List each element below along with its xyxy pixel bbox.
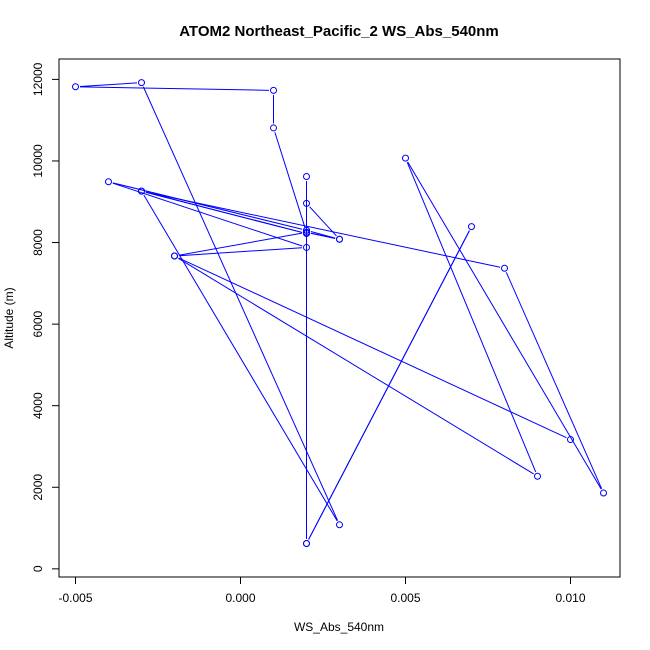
series-segment	[178, 257, 534, 475]
series-segment	[178, 257, 567, 439]
series-segment	[505, 272, 603, 490]
series-segment	[145, 191, 501, 268]
data-point	[138, 187, 145, 195]
series-segment	[145, 191, 303, 233]
data-point	[303, 228, 310, 236]
data-point	[171, 252, 178, 260]
x-axis: -0.005 0.000 0.005 0.010	[58, 576, 586, 605]
series-layer	[72, 79, 607, 548]
y-tick-label: 10000	[31, 144, 45, 178]
data-point	[534, 472, 541, 480]
data-point	[270, 124, 277, 132]
y-tick-label: 12000	[31, 62, 45, 96]
series-segment	[407, 161, 602, 490]
y-tick-label: 6000	[31, 310, 45, 337]
x-tick-label: -0.005	[58, 591, 92, 605]
x-tick-label: 0.000	[225, 591, 255, 605]
y-axis-label: Altitude (m)	[2, 287, 16, 348]
data-point	[501, 264, 508, 272]
plot-frame	[58, 58, 621, 578]
data-point	[567, 436, 574, 444]
data-point	[468, 223, 475, 231]
series-segment	[406, 162, 537, 473]
series-segment	[79, 82, 138, 87]
y-tick-label: 8000	[31, 229, 45, 256]
y-tick-label: 2000	[31, 474, 45, 501]
x-tick-label: 0.010	[555, 591, 585, 605]
series-segment	[112, 182, 303, 230]
series-segment	[143, 194, 338, 522]
y-tick-label: 4000	[31, 392, 45, 419]
data-point	[303, 172, 310, 180]
chart-title: ATOM2 Northeast_Pacific_2 WS_Abs_540nm	[179, 23, 499, 40]
series-segment	[112, 182, 303, 247]
data-point	[336, 235, 343, 243]
series-segment	[274, 132, 306, 229]
data-point	[600, 489, 607, 497]
series-segment	[178, 247, 303, 257]
y-axis: 0 2000 4000 6000 8000 10000 12000	[31, 62, 60, 572]
data-point	[303, 540, 310, 548]
series-segment	[142, 86, 339, 521]
data-point	[138, 79, 145, 87]
data-point	[270, 86, 277, 94]
series-segment	[178, 232, 303, 256]
y-tick-label: 0	[31, 565, 45, 572]
data-point	[336, 521, 343, 529]
data-point	[303, 243, 310, 251]
series-segment	[79, 86, 270, 91]
data-point	[303, 226, 310, 234]
x-axis-label: WS_Abs_540nm	[294, 620, 384, 634]
data-point	[303, 199, 310, 207]
series-segment	[310, 231, 336, 239]
data-point	[402, 154, 409, 162]
x-tick-label: 0.005	[390, 591, 420, 605]
data-point	[72, 83, 79, 91]
series-segment	[310, 232, 336, 239]
series-segment	[308, 230, 470, 540]
data-point	[105, 178, 112, 186]
